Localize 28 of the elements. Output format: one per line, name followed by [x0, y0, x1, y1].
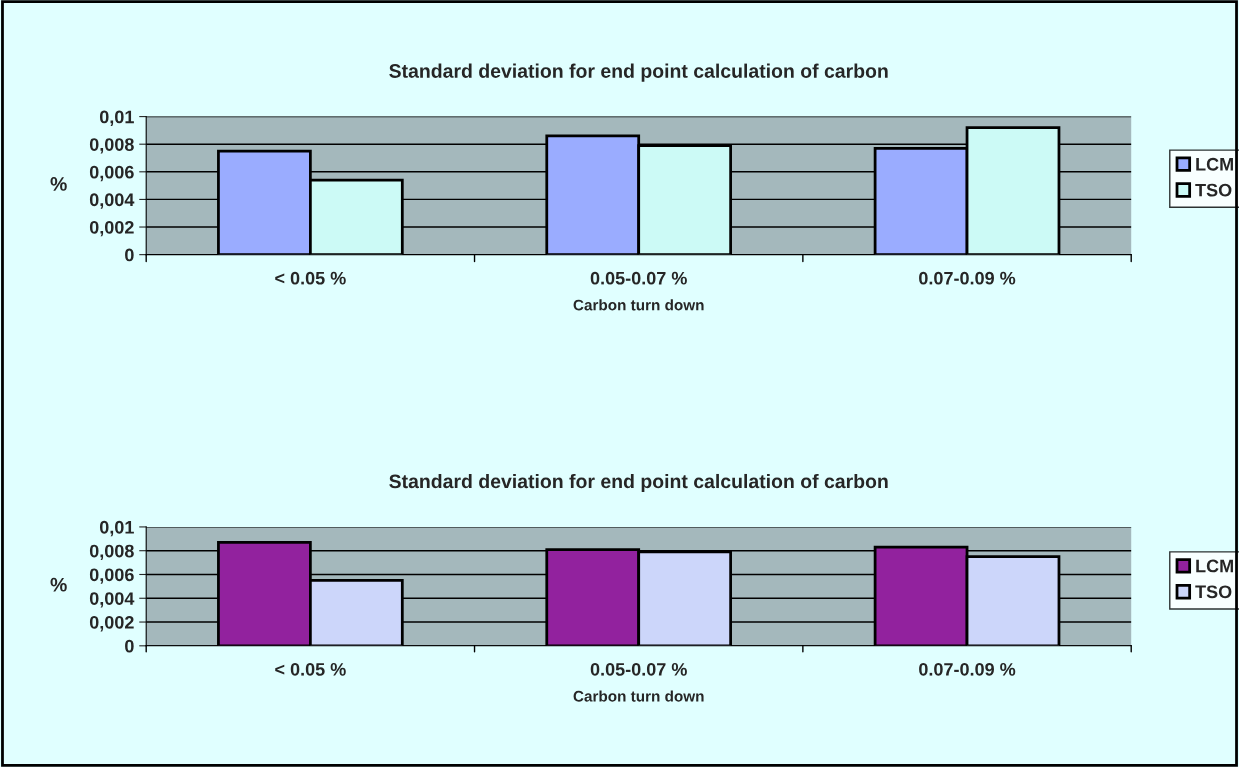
- legend-label: TSO: [1195, 585, 1232, 599]
- y-tick-label: 0,002: [89, 220, 134, 237]
- legend-label: TSO: [1195, 183, 1232, 197]
- y-tick-label: 0,004: [89, 592, 135, 608]
- y-tick-label: 0,006: [89, 165, 134, 182]
- y-tick-label: 0: [125, 639, 134, 653]
- y-tick-label: 0,01: [99, 520, 134, 537]
- x-tick-label: < 0.05 %: [275, 662, 346, 676]
- x-tick-label: 0.07-0.09 %: [919, 271, 1016, 285]
- legend-label: LCM: [1196, 559, 1233, 573]
- y-tick-label: 0,004: [89, 193, 135, 209]
- y-tick-label: 0: [125, 248, 134, 262]
- chart-title: Standard deviation for end point calculation of carbon: [389, 63, 888, 82]
- chart-title: Standard deviation for end point calculation of carbon: [389, 473, 888, 493]
- y-axis-title: %: [50, 577, 67, 592]
- x-axis-title: Carbon turn down: [573, 299, 704, 311]
- x-tick-label: < 0.05 %: [275, 271, 346, 285]
- y-axis-title: %: [50, 177, 67, 191]
- x-tick-label: 0.05-0.07 %: [590, 662, 687, 676]
- y-tick-label: 0,01: [99, 110, 134, 126]
- y-tick-label: 0,008: [89, 138, 134, 154]
- y-tick-label: 0,008: [89, 544, 134, 561]
- x-tick-label: 0.07-0.09 %: [919, 662, 1016, 676]
- legend-label: LCM: [1196, 157, 1233, 171]
- y-tick-label: 0,006: [89, 568, 134, 584]
- x-tick-label: 0.05-0.07 %: [590, 271, 687, 285]
- x-axis-title: Carbon turn down: [573, 690, 704, 702]
- y-tick-label: 0,002: [89, 615, 134, 632]
